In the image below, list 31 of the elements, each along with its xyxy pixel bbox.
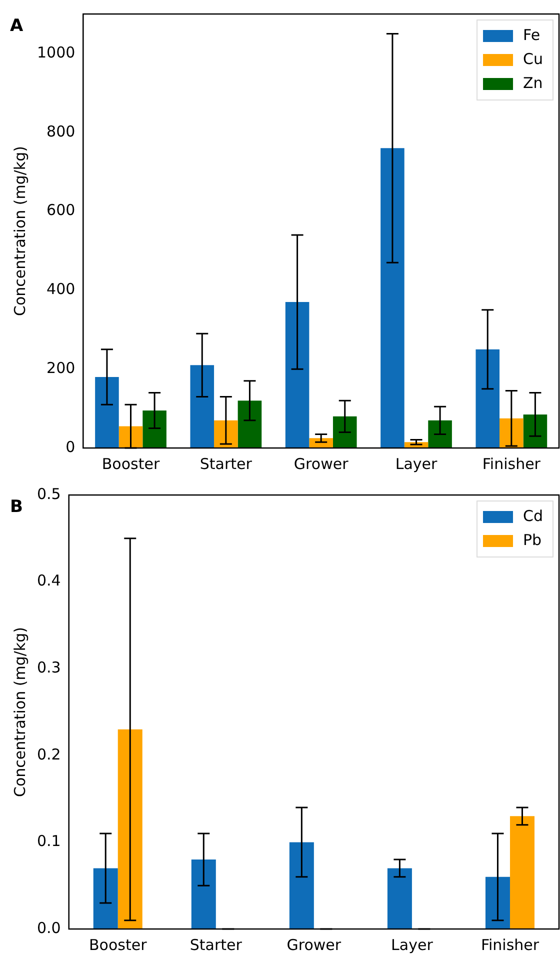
legend-label: Cd [523, 506, 544, 525]
text: A [10, 16, 24, 36]
x-tick-label: Booster [102, 454, 160, 473]
x-tick-label: Grower [286, 936, 342, 954]
legend-label: Pb [523, 530, 542, 549]
y-tick-label: 0.3 [36, 658, 61, 676]
legend-label: Cu [523, 50, 544, 68]
y-tick-label: 400 [46, 280, 76, 298]
x-tick-label: Booster [88, 936, 148, 954]
y-axis-title: Concentration (mg/kg) [10, 627, 29, 797]
y-tick-label: 0.5 [36, 484, 61, 503]
y-tick-label: 0 [66, 438, 76, 456]
x-tick-label: Finisher [482, 454, 542, 473]
x-tick-label: Grower [294, 454, 350, 473]
y-tick-label: 0.2 [36, 745, 61, 764]
x-tick-label: Layer [391, 936, 434, 954]
y-tick-label: 0.1 [36, 832, 61, 850]
y-axis-title: Concentration (mg/kg) [10, 146, 29, 316]
x-tick-label: Layer [395, 454, 438, 473]
legend-label: Fe [523, 26, 540, 44]
y-tick-label: 1000 [36, 43, 76, 62]
x-tick-label: Finisher [480, 936, 540, 954]
x-tick-label: Starter [190, 936, 243, 954]
y-tick-label: 0.0 [36, 918, 61, 937]
y-tick-label: 600 [46, 201, 76, 220]
x-tick-label: Starter [200, 454, 253, 473]
text: B [10, 496, 23, 517]
y-tick-label: 200 [46, 358, 76, 377]
y-tick-label: 800 [46, 122, 76, 140]
legend-label: Zn [523, 74, 543, 92]
y-tick-label: 0.4 [36, 572, 61, 590]
